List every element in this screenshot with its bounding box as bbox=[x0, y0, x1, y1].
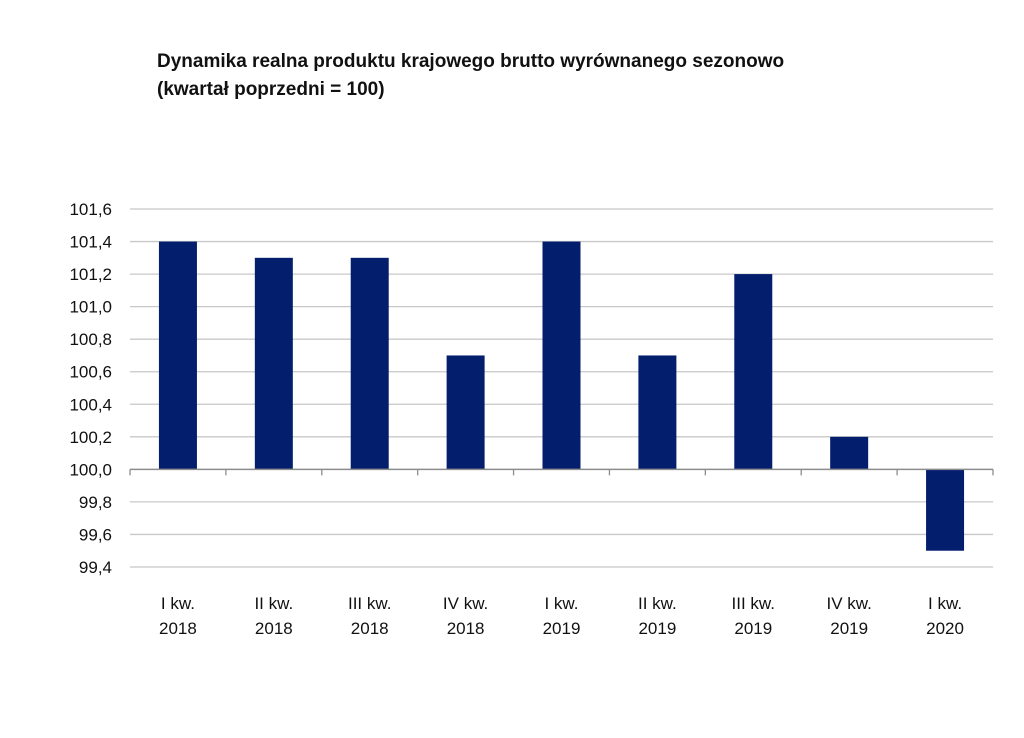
chart-title-block: Dynamika realna produktu krajowego brutt… bbox=[157, 48, 977, 104]
x-tick-label: IV kw. 2018 bbox=[443, 594, 488, 638]
y-tick-label: 101,6 bbox=[69, 200, 112, 219]
y-tick-label: 101,2 bbox=[69, 265, 112, 284]
bar bbox=[446, 355, 485, 470]
bar bbox=[158, 241, 197, 470]
x-tick-label: II kw. 2019 bbox=[638, 594, 677, 638]
chart-title: Dynamika realna produktu krajowego brutt… bbox=[157, 51, 785, 72]
x-tick-label: IV kw. 2019 bbox=[826, 594, 871, 638]
x-axis bbox=[129, 468, 994, 476]
bar bbox=[542, 241, 581, 470]
x-tick-label: III kw. 2018 bbox=[348, 594, 391, 638]
y-tick-label: 101,0 bbox=[69, 298, 112, 317]
bar bbox=[254, 257, 293, 470]
y-tick-label: 101,4 bbox=[69, 233, 112, 252]
bars bbox=[158, 241, 965, 551]
y-tick-label: 100,2 bbox=[69, 428, 112, 447]
y-tick-label: 100,6 bbox=[69, 363, 112, 382]
bar bbox=[350, 257, 389, 470]
y-axis-tick-labels: 101,6 101,4 101,2 101,0 100,8 100,6 100,4 100,2… bbox=[69, 200, 112, 577]
x-tick-label: I kw. 2019 bbox=[543, 594, 581, 638]
bar bbox=[638, 355, 677, 470]
y-tick-label: 100,8 bbox=[69, 330, 112, 349]
x-tick-label: III kw. 2019 bbox=[732, 594, 775, 638]
y-tick-label: 99,8 bbox=[79, 493, 112, 512]
x-tick-label: I kw. 2018 bbox=[159, 594, 197, 638]
chart-subtitle: (kwartał poprzedni = 100) bbox=[157, 79, 385, 100]
bar bbox=[926, 469, 965, 551]
x-tick-label: II kw. 2018 bbox=[254, 594, 293, 638]
y-tick-label: 100,4 bbox=[69, 395, 112, 414]
x-tick-label: I kw. 2020 bbox=[926, 594, 964, 638]
y-tick-label: 100,0 bbox=[69, 460, 112, 479]
bar bbox=[830, 436, 869, 470]
y-tick-label: 99,4 bbox=[79, 558, 112, 577]
bar bbox=[734, 274, 773, 470]
x-axis-category-labels: I kw. 2018 II kw. 2018 III kw. 2018 IV kw. 2018… bbox=[159, 594, 964, 638]
y-tick-label: 99,6 bbox=[79, 525, 112, 544]
